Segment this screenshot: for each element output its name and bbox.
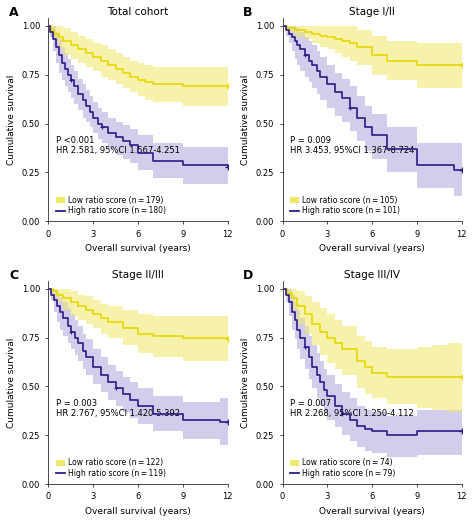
Text: B: B (243, 6, 253, 19)
Text: A: A (9, 6, 18, 19)
Text: P = 0.007
HR 2.268, 95%CI 1.250-4.112: P = 0.007 HR 2.268, 95%CI 1.250-4.112 (290, 399, 413, 418)
Text: P <0.001
HR 2.581, 95%CI 1.567-4.251: P <0.001 HR 2.581, 95%CI 1.567-4.251 (55, 136, 179, 155)
X-axis label: Overall survival (years): Overall survival (years) (85, 507, 191, 516)
X-axis label: Overall survival (years): Overall survival (years) (319, 507, 425, 516)
Text: P = 0.003
HR 2.767, 95%CI 1.420-5.392: P = 0.003 HR 2.767, 95%CI 1.420-5.392 (55, 399, 180, 418)
Y-axis label: Cumulative survival: Cumulative survival (7, 74, 16, 165)
Title: Stage II/III: Stage II/III (112, 270, 164, 280)
Y-axis label: Cumulative survival: Cumulative survival (241, 74, 250, 165)
X-axis label: Overall survival (years): Overall survival (years) (319, 244, 425, 253)
Y-axis label: Cumulative survival: Cumulative survival (241, 337, 250, 428)
Title: Stage III/IV: Stage III/IV (344, 270, 400, 280)
Title: Total cohort: Total cohort (107, 7, 169, 17)
Text: P = 0.009
HR 3.453, 95%CI 1.367-8.724: P = 0.009 HR 3.453, 95%CI 1.367-8.724 (290, 136, 414, 155)
Legend: Low ratio score (n = 105), High ratio score (n = 101): Low ratio score (n = 105), High ratio sc… (290, 196, 400, 215)
Legend: Low ratio score (n = 122), High ratio score (n = 119): Low ratio score (n = 122), High ratio sc… (56, 458, 166, 479)
Legend: Low ratio score (n = 74), High ratio score (n = 79): Low ratio score (n = 74), High ratio sco… (290, 458, 396, 479)
Text: C: C (9, 269, 18, 281)
Y-axis label: Cumulative survival: Cumulative survival (7, 337, 16, 428)
Legend: Low ratio score (n = 179), High ratio score (n = 180): Low ratio score (n = 179), High ratio sc… (56, 196, 166, 215)
Text: D: D (243, 269, 254, 281)
X-axis label: Overall survival (years): Overall survival (years) (85, 244, 191, 253)
Title: Stage I/II: Stage I/II (349, 7, 395, 17)
